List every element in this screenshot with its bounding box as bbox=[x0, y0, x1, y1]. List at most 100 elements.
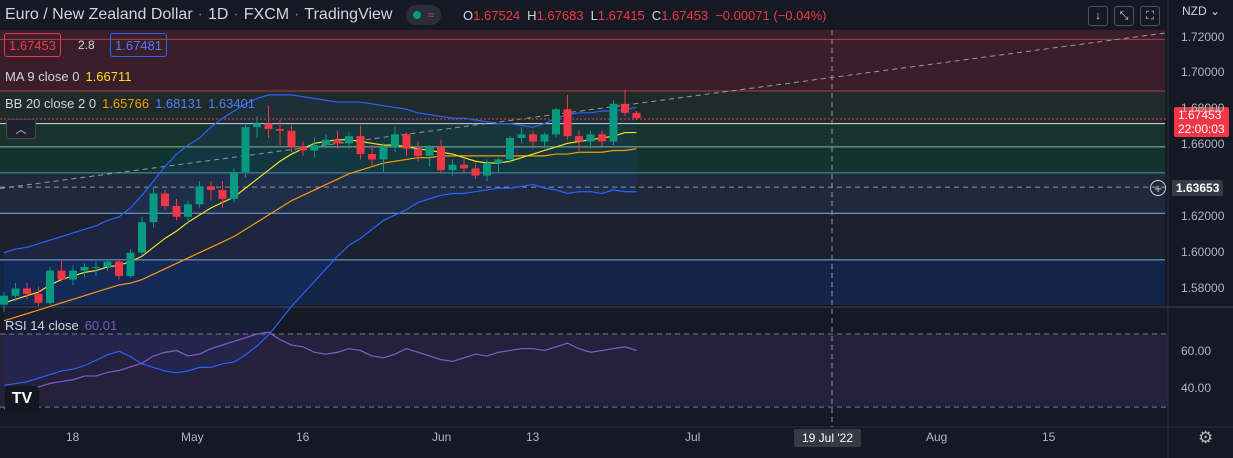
candle-body bbox=[57, 270, 66, 280]
tradingview-logo-icon[interactable]: TV bbox=[5, 386, 39, 412]
market-status-pill[interactable]: ≈ bbox=[406, 5, 442, 25]
plus-circle-icon[interactable]: + bbox=[1150, 180, 1166, 196]
ohlc-values: O1.67524 H1.67683 L1.67415 C1.67453 −0.0… bbox=[463, 8, 826, 23]
price-tick-label: 1.60000 bbox=[1181, 244, 1225, 259]
currency-label: NZD bbox=[1182, 4, 1207, 18]
separator-dot: · bbox=[197, 6, 203, 23]
candle-body bbox=[448, 164, 457, 171]
candle-body bbox=[287, 130, 296, 147]
candle-body bbox=[517, 134, 526, 138]
candle-body bbox=[80, 267, 89, 271]
candle-body bbox=[11, 288, 20, 296]
header-tools: ↓ ⤡ ⛶ bbox=[1088, 6, 1160, 26]
time-tick-label: Jul bbox=[685, 430, 701, 444]
candle-body bbox=[149, 193, 158, 223]
candle-body bbox=[207, 186, 215, 190]
price-tick-label: 1.58000 bbox=[1181, 280, 1225, 295]
candle-body bbox=[552, 109, 560, 135]
candle-body bbox=[172, 206, 181, 217]
last-price-value: 1.67453 bbox=[1178, 108, 1222, 122]
buy-price-button[interactable]: 1.67481 bbox=[110, 33, 167, 57]
candle-body bbox=[69, 270, 77, 280]
candle-body bbox=[414, 148, 422, 156]
expand-icon[interactable]: ⤡ bbox=[1114, 6, 1134, 26]
ma-legend[interactable]: MA 9 close 0 1.66711 bbox=[5, 69, 131, 84]
sell-price-button[interactable]: 1.67453 bbox=[4, 33, 61, 57]
last-price-tag: 1.67453 22:00:03 bbox=[1174, 107, 1229, 137]
high-value: 1.67683 bbox=[536, 7, 584, 23]
candle-body bbox=[621, 103, 629, 113]
zone-6 bbox=[0, 259, 1165, 305]
candle-body bbox=[609, 103, 618, 142]
candle-body bbox=[241, 127, 250, 172]
zone-3 bbox=[0, 146, 1165, 173]
candle-body bbox=[299, 146, 307, 151]
candle-body bbox=[0, 295, 8, 305]
rsi-value: 60.01 bbox=[84, 318, 118, 333]
fullscreen-icon[interactable]: ⛶ bbox=[1140, 6, 1160, 26]
time-tick-label: Jun bbox=[432, 430, 452, 444]
candle-body bbox=[356, 136, 365, 155]
zone-1 bbox=[0, 90, 1165, 124]
rsi-legend[interactable]: RSI 14 close 60.01 bbox=[5, 318, 117, 333]
source-label: FXCM bbox=[243, 6, 290, 23]
candle-body bbox=[195, 186, 204, 205]
change-value: −0.00071 (−0.04%) bbox=[715, 7, 827, 23]
separator-dot: · bbox=[294, 6, 300, 23]
chevron-down-icon: ⌄ bbox=[1210, 4, 1221, 18]
candle-body bbox=[322, 139, 330, 146]
time-tick-label: 18 bbox=[66, 430, 80, 444]
bb-basis-value: 1.65766 bbox=[102, 96, 150, 111]
bb-upper-line bbox=[3, 94, 637, 254]
candle-body bbox=[368, 154, 376, 160]
rsi-band-fill bbox=[0, 334, 1168, 408]
candle-body bbox=[437, 146, 445, 171]
rsi-label: RSI 14 close bbox=[5, 318, 79, 333]
chevron-up-icon[interactable]: ︿ bbox=[6, 119, 36, 139]
symbol-name[interactable]: Euro / New Zealand Dollar bbox=[5, 6, 193, 23]
candle-body bbox=[529, 134, 537, 142]
interval-label[interactable]: 1D bbox=[207, 6, 229, 23]
close-value: 1.67453 bbox=[661, 7, 709, 23]
zone-0 bbox=[0, 30, 1165, 91]
candle-body bbox=[126, 252, 135, 276]
candle-body bbox=[218, 189, 227, 199]
time-tick-label: 16 bbox=[296, 430, 310, 444]
spread-value: 2.8 bbox=[78, 38, 95, 52]
candle-body bbox=[138, 222, 146, 253]
gear-icon[interactable]: ⚙ bbox=[1198, 428, 1214, 447]
brand-label: TradingView bbox=[304, 6, 393, 23]
candle-body bbox=[23, 288, 31, 294]
candle-body bbox=[506, 137, 514, 160]
candle-body bbox=[598, 134, 606, 142]
open-value: 1.67524 bbox=[473, 7, 521, 23]
price-tick-label: 1.62000 bbox=[1181, 208, 1225, 223]
candle-body bbox=[46, 270, 54, 303]
bb-fill bbox=[4, 94, 637, 386]
ask-value: 1.67481 bbox=[115, 37, 162, 53]
arrow-down-icon[interactable]: ↓ bbox=[1088, 6, 1108, 26]
candle-body bbox=[103, 261, 112, 268]
bb-label: BB 20 close 2 0 bbox=[5, 96, 97, 111]
candle-body bbox=[391, 134, 399, 147]
candle-body bbox=[34, 293, 43, 303]
candle-body bbox=[379, 146, 388, 160]
bid-value: 1.67453 bbox=[9, 37, 56, 53]
symbol-header: Euro / New Zealand Dollar · 1D · FXCM · … bbox=[0, 0, 1168, 30]
candle-body bbox=[575, 136, 583, 142]
close-key: C bbox=[651, 7, 662, 23]
bb-basis-line bbox=[3, 148, 637, 322]
bb-legend[interactable]: BB 20 close 2 0 1.65766 1.68131 1.63401 bbox=[5, 96, 255, 111]
candle-body bbox=[333, 139, 342, 144]
ma-label: MA 9 close 0 bbox=[5, 69, 80, 84]
price-tick-label: 1.66000 bbox=[1181, 137, 1225, 152]
price-tick-label: 1.72000 bbox=[1181, 29, 1225, 44]
rsi-line bbox=[3, 331, 637, 410]
separator-dot: · bbox=[233, 6, 239, 23]
low-value: 1.67415 bbox=[597, 7, 645, 23]
candle-body bbox=[264, 123, 273, 129]
candle-body bbox=[483, 163, 491, 176]
currency-selector[interactable]: NZD ⌄ bbox=[1182, 4, 1220, 18]
